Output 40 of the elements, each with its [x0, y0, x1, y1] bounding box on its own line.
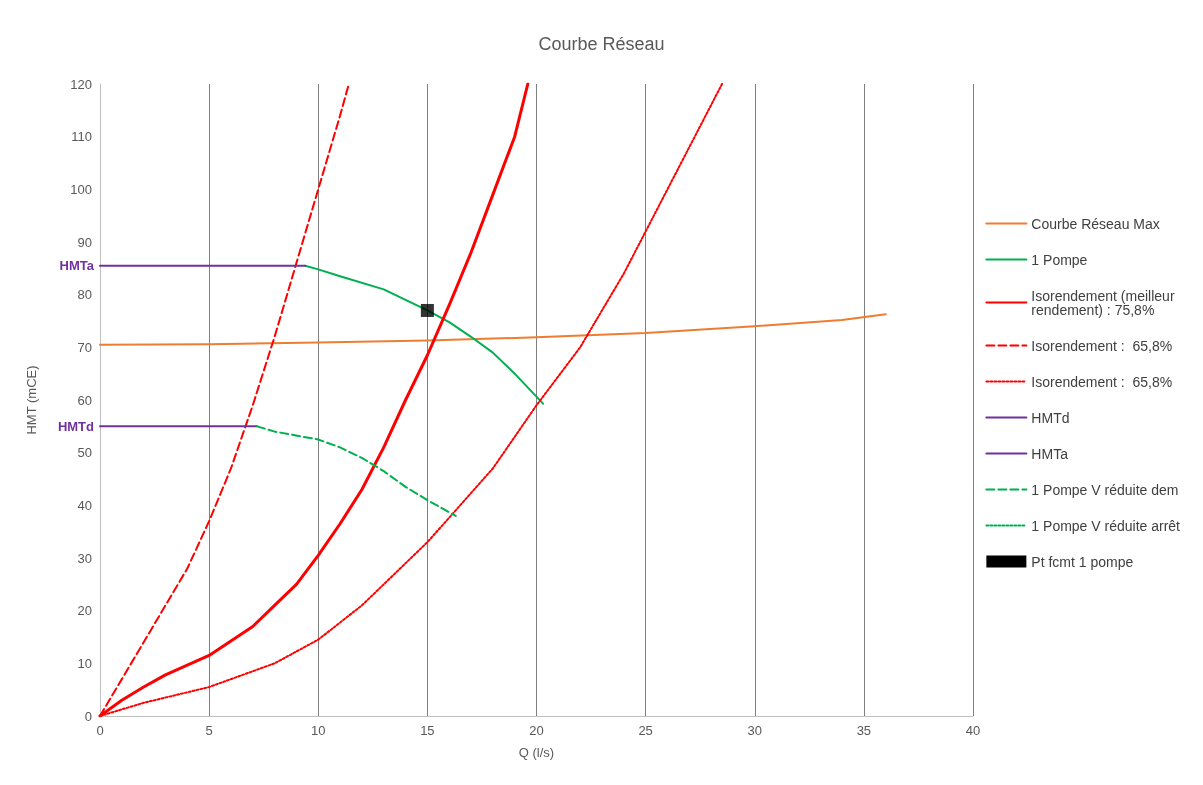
- y-tick-label: 20: [77, 603, 92, 619]
- y-axis-title: HMT (mCE): [24, 365, 39, 435]
- annotation: HMTa: [59, 258, 95, 274]
- y-tick-label: 120: [70, 76, 92, 92]
- y-tick-label: 50: [77, 445, 92, 461]
- legend-label: 1 Pompe V réduite dem: [1031, 481, 1179, 498]
- line-series: [99, 313, 887, 346]
- y-tick-label: 100: [70, 181, 92, 197]
- legend-label: HMTd: [1031, 409, 1070, 426]
- legend-label: Courbe Réseau Max: [1031, 215, 1160, 232]
- line-series: [304, 264, 545, 405]
- annotation: HMTd: [57, 418, 95, 434]
- line-series: [256, 425, 457, 517]
- x-tick-label: 40: [965, 723, 981, 738]
- legend-label: HMTa: [1031, 445, 1069, 462]
- legend-label: Isorendement (meilleur rendement) : 75,8%: [1031, 287, 1179, 318]
- y-tick-label: 110: [71, 129, 92, 145]
- legend-label: Isorendement : 65,8%: [1031, 373, 1173, 390]
- legend-label: Pt fcmt 1 pompe: [1031, 553, 1134, 570]
- x-tick-label: 20: [529, 723, 544, 738]
- legend-label: Isorendement : 65,8%: [1031, 337, 1173, 354]
- x-tick-label: 30: [747, 723, 762, 738]
- x-tick-label: 5: [205, 723, 213, 738]
- chart-title: Courbe Réseau: [538, 34, 665, 54]
- legend-label: 1 Pompe V réduite arrêt: [1031, 517, 1181, 534]
- y-tick-label: 80: [77, 287, 92, 303]
- x-tick-label: 35: [856, 723, 872, 738]
- y-tick-label: 40: [77, 497, 92, 513]
- x-tick-label: 25: [638, 723, 653, 738]
- x-axis-title: Q (l/s): [518, 745, 555, 760]
- y-tick-label: 30: [77, 550, 92, 566]
- y-tick-label: 90: [77, 234, 92, 250]
- y-tick-label: 0: [84, 708, 92, 724]
- y-tick-label: 60: [77, 392, 92, 408]
- legend-label: 1 Pompe: [1031, 251, 1088, 268]
- y-tick-label: 10: [77, 655, 92, 671]
- y-tick-label: 70: [77, 339, 92, 355]
- x-tick-label: 10: [311, 723, 326, 738]
- x-tick-label: 0: [96, 723, 104, 738]
- x-tick-label: 15: [420, 723, 435, 738]
